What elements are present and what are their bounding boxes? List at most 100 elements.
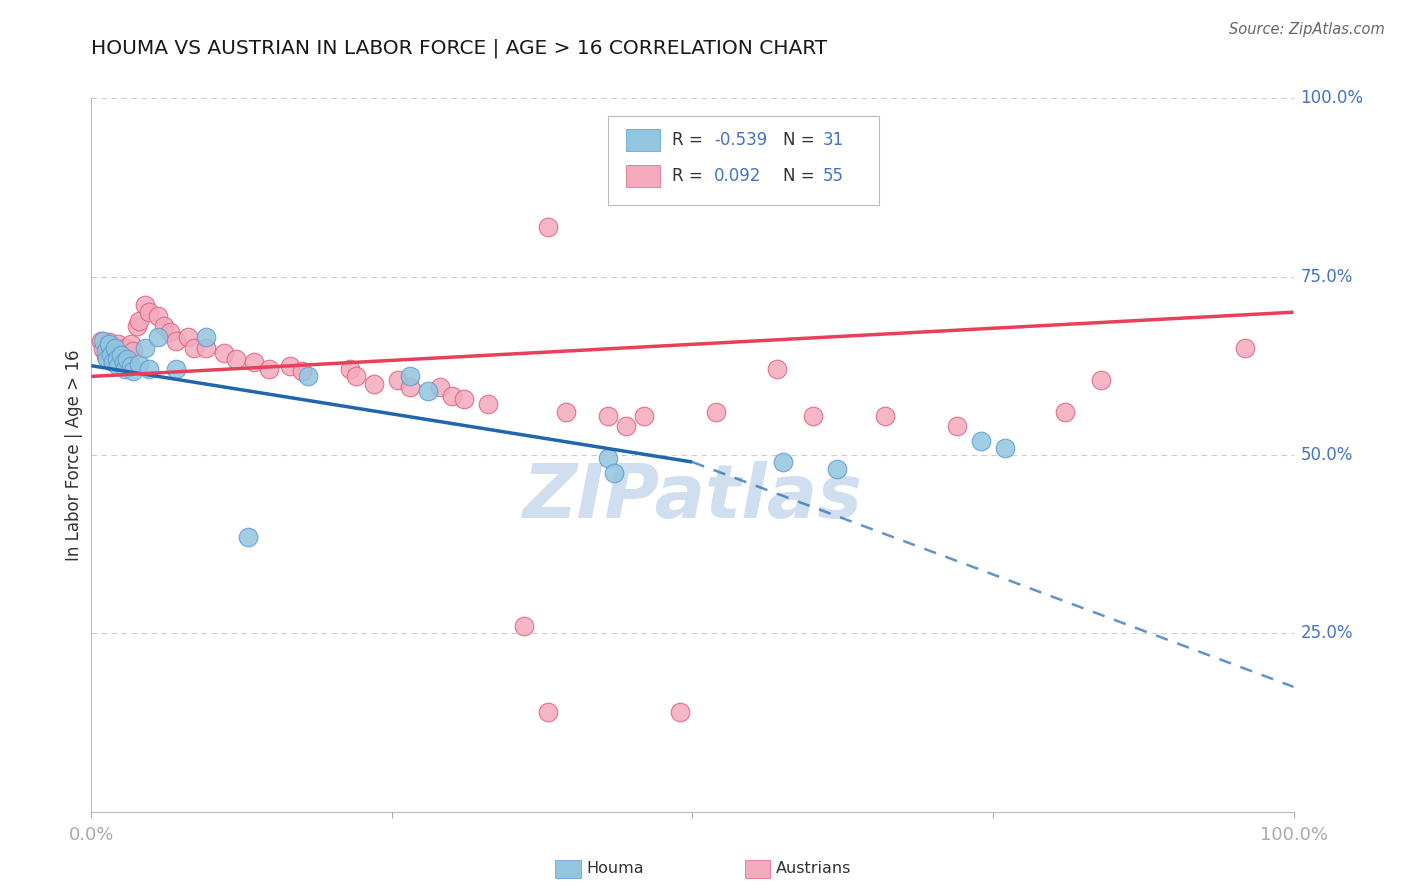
Point — [970, 434, 993, 448]
Point — [603, 466, 626, 480]
Text: R =: R = — [672, 167, 709, 185]
Point — [94, 344, 117, 359]
Point — [128, 314, 150, 328]
Text: ZIPatlas: ZIPatlas — [523, 461, 862, 534]
Point — [339, 362, 361, 376]
Point — [96, 351, 118, 366]
Point — [90, 334, 112, 348]
Point — [598, 451, 620, 466]
Point — [128, 357, 150, 371]
Point — [98, 335, 121, 350]
Point — [107, 359, 129, 373]
Text: 0.092: 0.092 — [714, 167, 762, 185]
Point — [101, 343, 124, 357]
Point — [194, 330, 217, 344]
Point — [94, 350, 117, 364]
Point — [100, 348, 122, 362]
Point — [399, 369, 422, 384]
Y-axis label: In Labor Force | Age > 16: In Labor Force | Age > 16 — [65, 349, 83, 561]
Point — [994, 441, 1017, 455]
Text: 25.0%: 25.0% — [1301, 624, 1353, 642]
Point — [259, 362, 281, 376]
Point — [236, 530, 259, 544]
Point — [598, 409, 620, 423]
Point — [242, 355, 264, 369]
Point — [772, 455, 794, 469]
Text: 75.0%: 75.0% — [1301, 268, 1353, 285]
Point — [122, 364, 145, 378]
Point — [152, 319, 174, 334]
Text: N =: N = — [783, 131, 820, 149]
Point — [416, 384, 439, 398]
Point — [112, 355, 135, 369]
Point — [114, 341, 136, 355]
Point — [125, 319, 148, 334]
Point — [117, 351, 139, 366]
Point — [363, 376, 385, 391]
FancyBboxPatch shape — [609, 116, 879, 205]
Point — [225, 351, 247, 366]
Point — [176, 330, 198, 344]
Point — [440, 389, 463, 403]
Point — [165, 362, 187, 376]
Point — [110, 348, 132, 362]
Point — [513, 619, 536, 633]
Text: 50.0%: 50.0% — [1301, 446, 1353, 464]
Point — [103, 350, 125, 364]
Point — [101, 355, 124, 369]
Point — [146, 309, 169, 323]
Point — [429, 380, 451, 394]
Point — [344, 369, 367, 384]
Text: -0.539: -0.539 — [714, 131, 768, 149]
Text: N =: N = — [783, 167, 820, 185]
Point — [873, 409, 896, 423]
Point — [555, 405, 578, 419]
Point — [120, 359, 142, 373]
Point — [104, 341, 127, 355]
Point — [477, 396, 499, 410]
Point — [825, 462, 848, 476]
Text: HOUMA VS AUSTRIAN IN LABOR FORCE | AGE > 16 CORRELATION CHART: HOUMA VS AUSTRIAN IN LABOR FORCE | AGE >… — [91, 38, 828, 58]
Point — [194, 341, 217, 355]
Text: 100.0%: 100.0% — [1301, 89, 1364, 107]
Point — [1090, 373, 1112, 387]
Point — [138, 305, 160, 319]
Point — [114, 362, 136, 376]
Bar — [626, 128, 659, 151]
Point — [93, 343, 115, 357]
Point — [98, 337, 121, 351]
Text: Source: ZipAtlas.com: Source: ZipAtlas.com — [1229, 22, 1385, 37]
Point — [138, 362, 160, 376]
Point — [1054, 405, 1077, 419]
Bar — [626, 165, 659, 186]
Point — [1234, 341, 1257, 355]
Point — [278, 359, 301, 373]
Point — [134, 341, 156, 355]
Point — [291, 364, 314, 378]
Text: Houma: Houma — [586, 862, 644, 876]
Point — [614, 419, 637, 434]
Point — [183, 341, 205, 355]
Point — [146, 330, 169, 344]
Point — [122, 344, 145, 359]
Point — [537, 705, 560, 719]
Point — [706, 405, 728, 419]
Point — [946, 419, 969, 434]
Point — [453, 392, 475, 407]
Text: Austrians: Austrians — [776, 862, 852, 876]
Point — [117, 348, 139, 362]
Point — [765, 362, 787, 376]
Point — [110, 346, 132, 360]
Point — [297, 369, 319, 384]
Point — [120, 337, 142, 351]
Point — [801, 409, 824, 423]
Point — [134, 298, 156, 312]
Point — [387, 373, 409, 387]
Point — [633, 409, 655, 423]
Text: 55: 55 — [823, 167, 844, 185]
Point — [399, 380, 422, 394]
Text: 31: 31 — [823, 131, 844, 149]
Text: R =: R = — [672, 131, 709, 149]
Point — [165, 334, 187, 348]
Point — [537, 219, 560, 234]
